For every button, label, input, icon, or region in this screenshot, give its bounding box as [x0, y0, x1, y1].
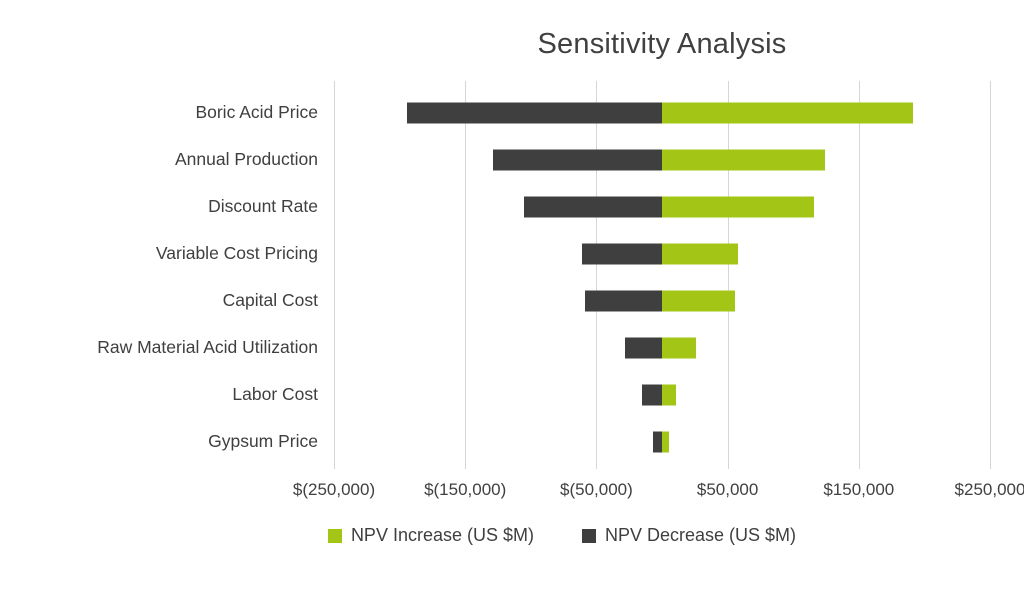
npv-increase-bar [662, 196, 815, 217]
x-tick-label: $150,000 [823, 480, 895, 499]
bar-track [334, 183, 990, 230]
npv-increase-swatch [327, 528, 342, 543]
bar-row: Annual Production [14, 136, 990, 183]
x-tick-label: $50,000 [696, 480, 759, 499]
bar-row: Variable Cost Pricing [14, 230, 990, 277]
npv-decrease-bar [581, 243, 662, 264]
npv-decrease-bar [407, 102, 662, 123]
x-tick-label: $250,000 [954, 480, 1024, 499]
category-label: Boric Acid Price [195, 102, 318, 122]
npv-increase-bar [662, 290, 736, 311]
npv-decrease-bar [584, 290, 662, 311]
bar-row: Capital Cost [14, 277, 990, 324]
npv-decrease-label: NPV Decrease (US $M) [605, 525, 797, 545]
bar-row: Boric Acid Price [14, 89, 990, 136]
bar-track [334, 324, 990, 371]
bar-track [334, 230, 990, 277]
axis-spacer [14, 471, 334, 503]
npv-increase-bar [662, 337, 697, 358]
npv-increase-label: NPV Increase (US $M) [350, 525, 534, 545]
npv-increase-bar [662, 384, 677, 405]
x-tick-label: $(250,000) [292, 480, 376, 499]
legend-item-increase: NPV Increase (US $M) [327, 525, 534, 546]
bar-row: Raw Material Acid Utilization [14, 324, 990, 371]
npv-increase-bar [662, 431, 669, 452]
chart-title: Sensitivity Analysis [537, 28, 787, 60]
bar-track [334, 371, 990, 418]
npv-increase-bar [662, 149, 825, 170]
legend-item-decrease: NPV Decrease (US $M) [582, 525, 796, 546]
npv-decrease-bar [652, 431, 662, 452]
npv-increase-bar [662, 102, 913, 123]
category-label: Raw Material Acid Utilization [97, 337, 318, 357]
legend: NPV Increase (US $M) NPV Decrease (US $M… [134, 525, 990, 546]
x-tick-label: $(150,000) [424, 480, 507, 499]
bar-row: Gypsum Price [14, 418, 990, 465]
bar-row: Labor Cost [14, 371, 990, 418]
npv-decrease-bar [625, 337, 662, 358]
category-label: Variable Cost Pricing [155, 243, 318, 263]
npv-decrease-swatch [582, 528, 596, 543]
bar-row: Discount Rate [14, 183, 990, 230]
bar-track [334, 89, 990, 136]
npv-decrease-bar [524, 196, 662, 217]
category-label: Gypsum Price [208, 431, 318, 451]
gridline [990, 81, 991, 469]
x-axis-ticks: $(250,000) $(150,000) $(50,000) $50,000 $150… [293, 471, 1024, 503]
npv-decrease-bar [642, 384, 662, 405]
category-label: Labor Cost [232, 384, 318, 404]
bar-track [334, 418, 990, 465]
bar-track [334, 136, 990, 183]
x-tick-label: $(50,000) [560, 480, 633, 499]
npv-increase-bar [662, 243, 739, 264]
bar-track [334, 277, 990, 324]
npv-decrease-bar [492, 149, 662, 170]
category-label: Discount Rate [208, 196, 318, 216]
plot-area: Boric Acid Price Annual Production Discoun… [14, 81, 991, 469]
category-label: Annual Production [174, 149, 318, 169]
category-label: Capital Cost [222, 290, 318, 310]
x-axis: $(250,000) $(150,000) $(50,000) $50,000 $150… [14, 471, 1024, 503]
